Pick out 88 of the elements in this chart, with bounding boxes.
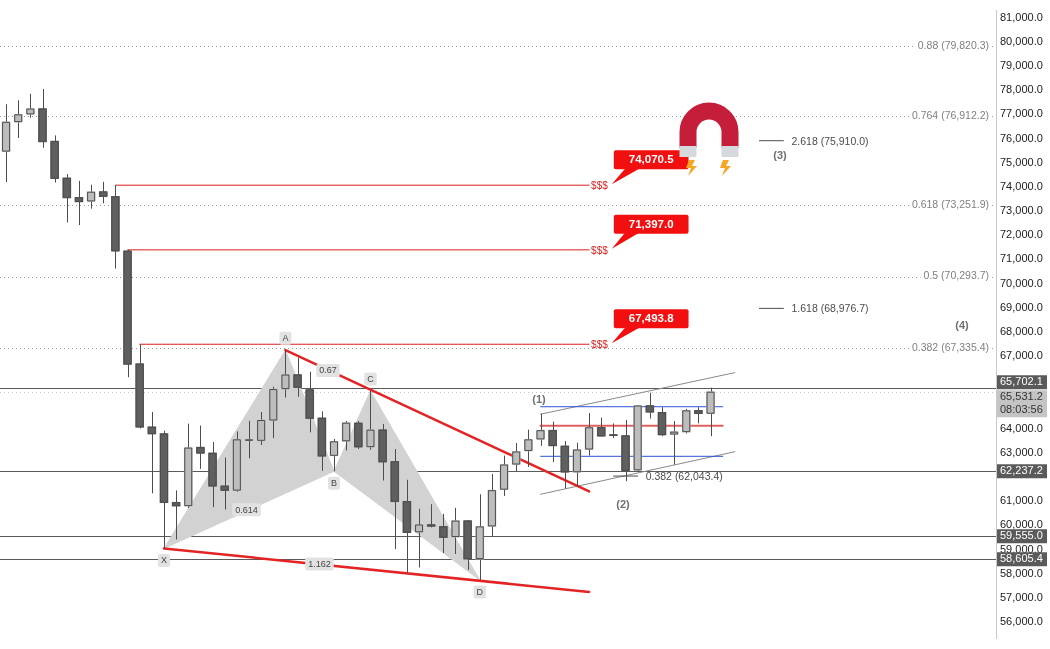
annotation: 1.162 xyxy=(308,558,331,569)
y-tick-label: 64,000.0 xyxy=(1000,421,1043,434)
ref-line-label: 0.88 (79,820.3) xyxy=(917,39,989,52)
series-label: 2.618 (75,910.0) xyxy=(791,134,869,147)
candlestick xyxy=(62,173,72,223)
ref-line-label: 58,605.4 xyxy=(1000,552,1043,565)
candlestick xyxy=(244,420,254,459)
y-tick-label: 58,000.0 xyxy=(1000,566,1043,579)
candlestick xyxy=(439,513,448,554)
series-label: $$$ xyxy=(591,338,609,350)
series-label: 1.618 (68,976.7) xyxy=(791,302,869,315)
y-tick-label: 79,000.0 xyxy=(1000,59,1043,72)
candlestick xyxy=(657,406,667,437)
y-tick-label: 69,000.0 xyxy=(1000,300,1043,313)
y-tick-label: 76,000.0 xyxy=(1000,131,1043,144)
candlestick xyxy=(38,88,47,149)
ref-line-label: 0.382 (67,335.4) xyxy=(911,340,989,353)
y-tick-label: 73,000.0 xyxy=(1000,204,1043,217)
candlestick xyxy=(13,99,23,139)
ref-line-label: 65,702.1 xyxy=(1000,375,1043,388)
candlestick xyxy=(536,413,545,447)
y-tick-label: 74,000.0 xyxy=(1000,179,1043,192)
candlestick xyxy=(414,508,424,569)
candlestick xyxy=(596,417,606,437)
data-label: B xyxy=(331,478,338,489)
y-tick-label: 57,000.0 xyxy=(1000,591,1043,604)
y-tick-label: 81,000.0 xyxy=(1000,10,1043,23)
ref-line-label: 0.618 (73,251.9) xyxy=(911,197,989,210)
candlestick xyxy=(220,457,230,510)
candlestick xyxy=(281,349,290,399)
annotation: 67,493.8 xyxy=(628,312,675,325)
candlestick xyxy=(341,420,351,451)
annotation: (3) xyxy=(773,149,788,162)
candlestick xyxy=(293,357,302,398)
y-tick-label: 63,000.0 xyxy=(1000,445,1043,458)
candlestick xyxy=(572,442,582,487)
candlestick xyxy=(681,408,691,435)
y-tick-label: 71,000.0 xyxy=(1000,252,1043,265)
data-label: A xyxy=(282,333,289,344)
ref-line-label: 62,237.2 xyxy=(1000,464,1043,477)
y-tick-label: 67,000.0 xyxy=(1000,349,1043,362)
candlestick xyxy=(511,442,521,472)
y-tick-label: 61,000.0 xyxy=(1000,494,1043,507)
candlestick xyxy=(645,392,655,420)
y-tick-label: 70,000.0 xyxy=(1000,276,1043,289)
ref-line-label: 0.764 (76,912.2) xyxy=(911,109,989,122)
ref-line-label: 59,555.0 xyxy=(1000,529,1043,542)
ref-line-label: 65,531.2 xyxy=(1000,390,1043,403)
candlestick xyxy=(26,93,35,119)
candlestick xyxy=(171,489,181,540)
y-tick-label: 60,000.0 xyxy=(1000,518,1043,531)
series-label: $$$ xyxy=(591,244,609,256)
y-tick-label: 77,000.0 xyxy=(1000,107,1043,120)
series-label: 0.382 (62,043.4) xyxy=(645,469,723,482)
y-tick-label: 80,000.0 xyxy=(1000,34,1043,47)
annotation: 74,070.5 xyxy=(628,153,675,166)
y-tick-label: 68,000.0 xyxy=(1000,325,1043,338)
candlestick xyxy=(98,181,108,204)
candlestick xyxy=(548,421,557,463)
candlestick xyxy=(378,423,387,481)
candlestick xyxy=(256,411,266,446)
text: 08:03:56 xyxy=(1000,403,1043,416)
candlestick xyxy=(669,420,679,466)
data-label: X xyxy=(160,555,167,566)
candlestick xyxy=(123,249,132,378)
candlestick xyxy=(196,425,205,470)
candlestick xyxy=(86,184,96,210)
annotation: 0.67 xyxy=(319,365,337,376)
candlestick xyxy=(584,412,594,457)
annotation: (2) xyxy=(616,498,631,511)
candlestick xyxy=(426,503,436,528)
y-tick-label: 72,000.0 xyxy=(1000,228,1043,241)
data-label: D xyxy=(476,587,484,598)
annotation: (1) xyxy=(532,393,547,406)
annotation: 0.614 xyxy=(235,504,258,515)
candlestick xyxy=(451,507,460,555)
annotation: (4) xyxy=(955,319,970,332)
series-label: $$$ xyxy=(591,179,609,191)
y-tick-label: 75,000.0 xyxy=(1000,155,1043,168)
y-tick-label: 56,000.0 xyxy=(1000,615,1043,628)
y-tick-label: 59,000.0 xyxy=(1000,542,1043,555)
candlestick xyxy=(74,180,84,226)
annotation: 71,397.0 xyxy=(628,218,674,231)
ref-line-label: 0.5 (70,293.7) xyxy=(923,269,989,282)
data-label: C xyxy=(367,373,375,384)
y-tick-label: 78,000.0 xyxy=(1000,83,1043,96)
candlestick xyxy=(329,438,339,472)
candlestick xyxy=(524,429,533,468)
